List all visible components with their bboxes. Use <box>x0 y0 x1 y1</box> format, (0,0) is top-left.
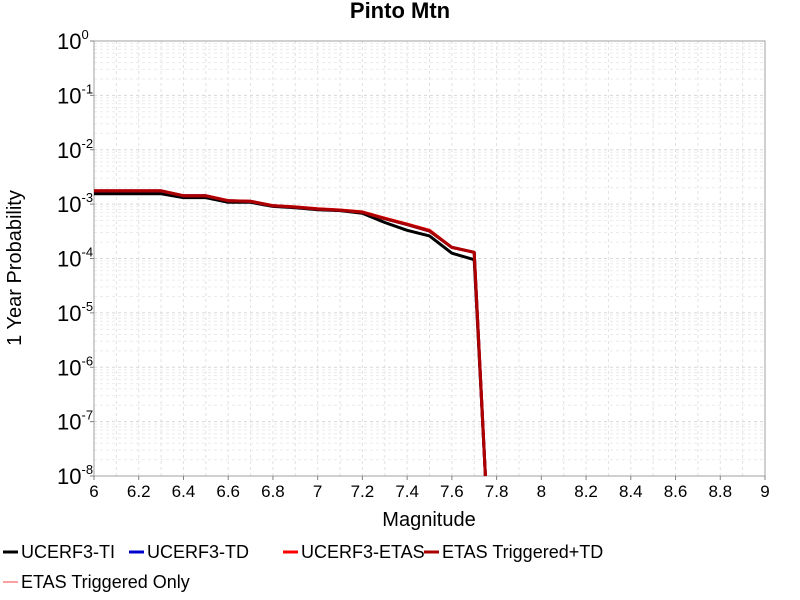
y-tick-label: 10-3 <box>57 190 93 217</box>
x-tick-label: 8.6 <box>664 482 688 501</box>
x-axis-ticks: 6 6.2 6.4 6.6 6.8 7 7.2 7.4 7.6 7.8 8 8.2 8.4 8.6 8.8 9 <box>89 476 770 501</box>
x-tick-label: 8.2 <box>574 482 598 501</box>
x-tick-label: 6.6 <box>216 482 240 501</box>
grid <box>93 40 766 477</box>
x-tick-label: 7.2 <box>351 482 375 501</box>
x-tick-label: 6.4 <box>172 482 196 501</box>
legend-label: UCERF3-TI <box>21 542 115 562</box>
x-tick-label: 9 <box>760 482 769 501</box>
legend-label: UCERF3-TD <box>147 542 249 562</box>
x-tick-label: 6 <box>89 482 98 501</box>
series-line-4 <box>94 189 487 477</box>
legend-label: ETAS Triggered+TD <box>442 542 603 562</box>
x-axis-label: Magnitude <box>382 509 475 531</box>
legend-label: UCERF3-ETAS <box>301 542 425 562</box>
legend: UCERF3-TI UCERF3-TD UCERF3-ETAS ETAS Trigge… <box>3 542 603 592</box>
y-axis-label: 1 Year Probability <box>4 190 26 346</box>
y-axis-ticks: 100 10-1 10-2 10-3 10-4 10-5 10-6 10-7 10-8 <box>57 27 94 489</box>
y-tick-label: 10-4 <box>57 245 93 272</box>
x-tick-label: 8.8 <box>708 482 732 501</box>
x-tick-label: 7.8 <box>485 482 509 501</box>
x-tick-label: 7 <box>313 482 322 501</box>
chart-title: Pinto Mtn <box>350 0 450 23</box>
y-tick-label: 10-2 <box>57 136 93 163</box>
x-tick-label: 7.4 <box>395 482 419 501</box>
x-tick-label: 7.6 <box>440 482 464 501</box>
y-tick-label: 10-7 <box>57 408 93 435</box>
legend-label: ETAS Triggered Only <box>21 572 190 592</box>
y-tick-label: 10-6 <box>57 353 93 380</box>
y-tick-label: 100 <box>57 27 89 54</box>
series-layer <box>94 189 487 477</box>
x-tick-label: 8 <box>537 482 546 501</box>
y-tick-label: 10-8 <box>57 462 93 489</box>
x-tick-label: 8.4 <box>619 482 643 501</box>
y-tick-label: 10-5 <box>57 299 93 326</box>
x-tick-label: 6.8 <box>261 482 285 501</box>
y-tick-label: 10-1 <box>57 81 93 108</box>
x-tick-label: 6.2 <box>127 482 151 501</box>
